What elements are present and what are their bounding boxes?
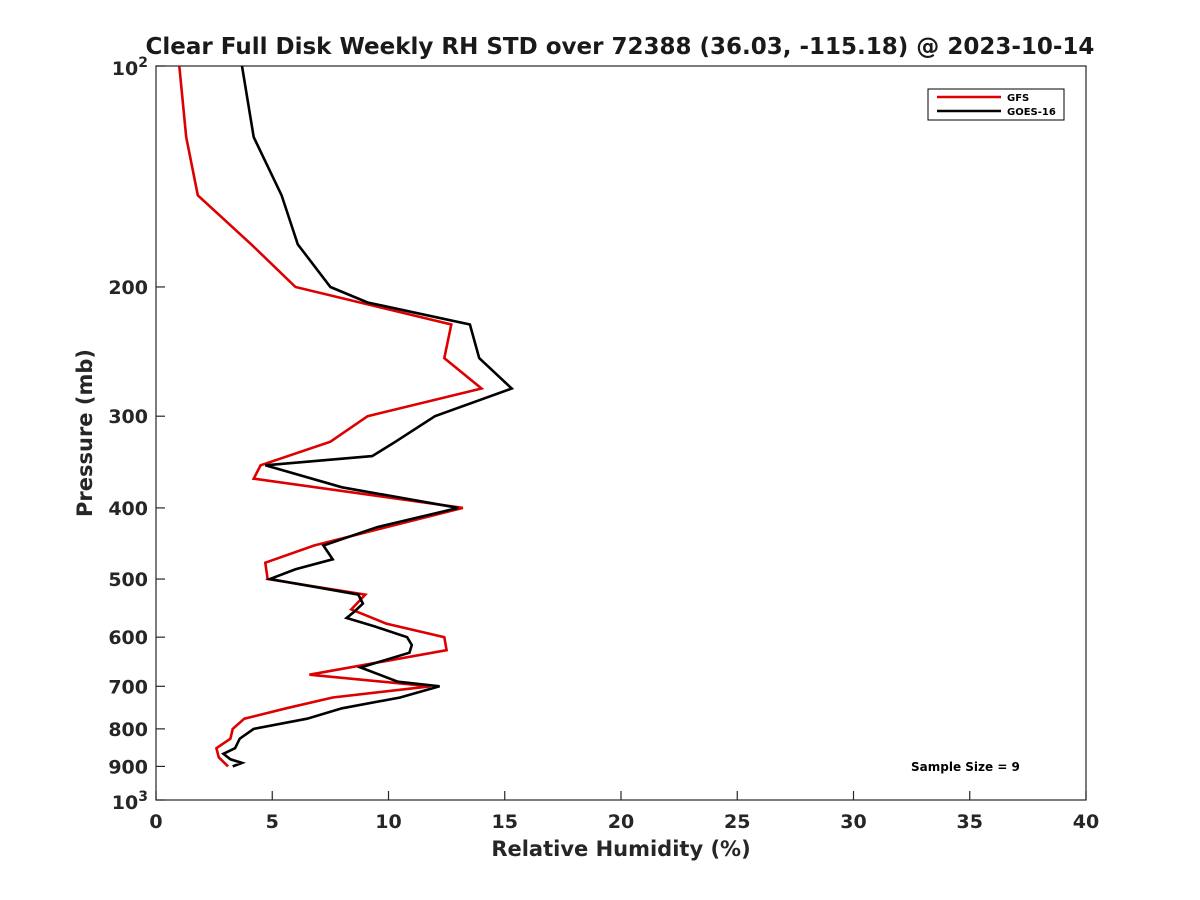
x-tick-label: 20	[608, 811, 634, 833]
y-tick-label: 300	[108, 406, 148, 428]
y-tick-label: 500	[108, 569, 148, 591]
x-tick-label: 10	[375, 811, 401, 833]
x-tick-label: 30	[840, 811, 866, 833]
series-line-goes16	[220, 65, 515, 768]
y-tick-label: 200	[108, 277, 148, 299]
chart-title: Clear Full Disk Weekly RH STD over 72388…	[146, 34, 1095, 60]
legend: GFS GOES-16	[927, 88, 1065, 121]
legend-label-goes16: GOES-16	[1007, 107, 1056, 118]
y-axis-label: Pressure (mb)	[73, 349, 97, 517]
y-tick-exponent: 2	[138, 55, 148, 71]
y-tick-label-power: 103	[112, 789, 148, 814]
x-axis: 0 5 10 15 20 25 30 35 40	[149, 791, 1099, 833]
plot-area-frame	[155, 65, 1087, 801]
x-tick-label: 15	[492, 811, 518, 833]
x-axis-label: Relative Humidity (%)	[491, 837, 750, 861]
y-tick-base: 10	[112, 58, 138, 80]
x-tick-label: 25	[724, 811, 750, 833]
sample-size-annotation: Sample Size = 9	[911, 760, 1020, 774]
y-tick-label: 600	[108, 627, 148, 649]
y-tick-label: 800	[108, 719, 148, 741]
legend-label-gfs: GFS	[1007, 93, 1029, 104]
series-layer	[178, 65, 515, 768]
y-tick-label: 400	[108, 498, 148, 520]
y-tick-label-power: 102	[112, 55, 148, 80]
y-tick-label: 900	[108, 756, 148, 778]
y-tick-exponent: 3	[138, 789, 148, 805]
y-tick-label: 700	[108, 676, 148, 698]
x-tick-label: 35	[957, 811, 983, 833]
x-tick-label: 40	[1073, 811, 1099, 833]
x-tick-label: 5	[266, 811, 279, 833]
legend-box	[927, 88, 1065, 121]
x-tick-label: 0	[149, 811, 162, 833]
y-tick-base: 10	[112, 792, 138, 814]
